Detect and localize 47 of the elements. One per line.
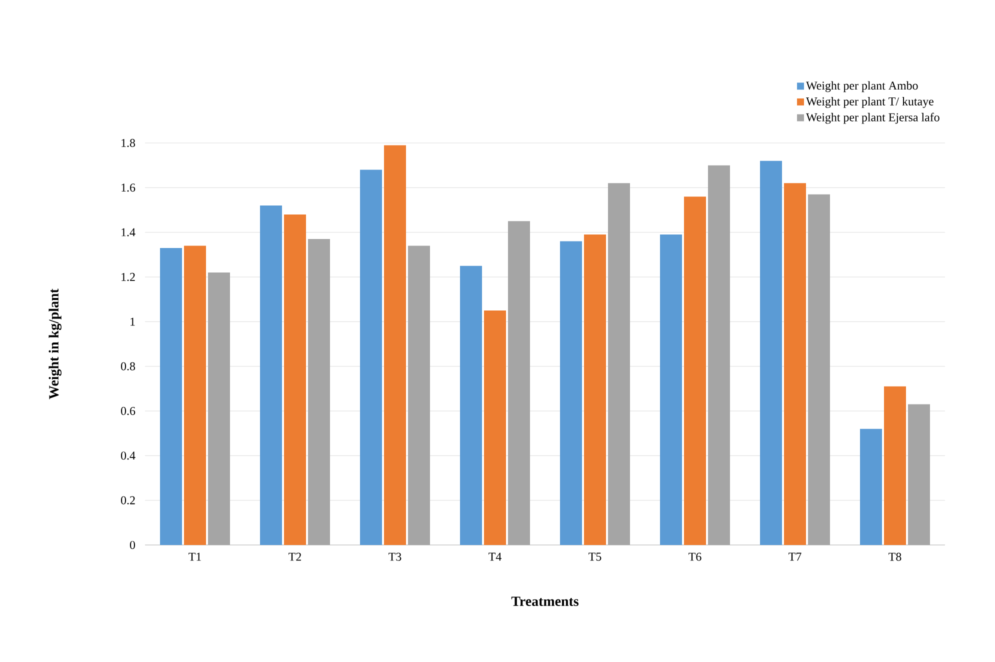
x-tick-label: T2 [288,552,301,561]
x-axis-title: Treatments [511,596,579,606]
bar [708,165,730,545]
bar [160,248,182,545]
bar [184,246,206,545]
bar [408,246,430,545]
y-tick-label: 1.4 [122,228,136,236]
y-tick-label: 0.4 [120,452,136,460]
x-tick-label: T8 [888,552,902,561]
y-tick-label: 1.2 [122,272,135,282]
x-tick-label: T6 [688,552,702,561]
bar [908,404,930,545]
bar [284,214,306,545]
legend-label: Weight per plant Ejersa lafo [806,112,940,124]
bar [484,310,506,545]
bar [560,241,582,545]
bar [208,272,230,545]
y-tick-label: 1.6 [122,184,136,192]
bar [584,234,606,545]
bar [760,160,782,545]
x-tick-label: T5 [588,552,602,561]
bar [884,386,906,545]
legend-label: Weight per plant T/ kutaye [806,97,934,108]
x-tick-label: T7 [788,552,802,561]
y-tick-label: 1 [130,318,135,326]
y-tick-label: 1.8 [122,138,136,148]
bar [260,206,282,545]
x-tick-label: T1 [188,552,201,561]
bar [684,196,706,545]
bar [508,221,530,545]
bar [860,428,882,545]
y-tick-label: 0.6 [120,406,136,416]
x-tick-label: T4 [488,552,502,561]
y-axis-title: Weight in kg/plant [48,288,62,400]
bar [460,266,482,545]
bar [808,194,830,545]
y-tick-label: 0.2 [120,496,135,504]
bar [660,234,682,545]
bar [608,183,630,545]
bar [360,170,382,545]
x-tick-label: T3 [388,552,402,561]
bar [308,239,330,545]
y-tick-label: 0.8 [120,362,136,370]
legend-label: Weight per plant Ambo [806,81,918,92]
y-tick-label: 0 [130,540,136,550]
bar [384,145,406,545]
bar [784,183,806,545]
